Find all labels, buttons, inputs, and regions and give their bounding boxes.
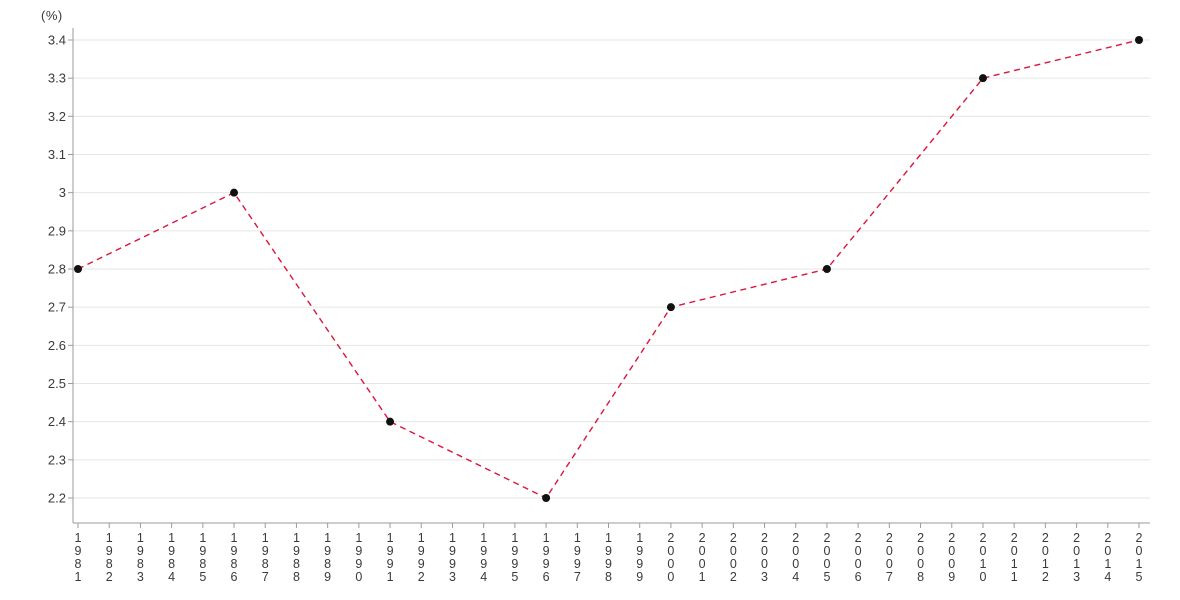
data-point-marker (230, 188, 239, 197)
y-tick-label: 3.3 (48, 71, 66, 86)
y-tick-label: 3.4 (48, 33, 66, 48)
y-tick-label: 2.7 (48, 300, 66, 315)
y-tick-label: 3.1 (48, 147, 66, 162)
data-point-marker (386, 417, 395, 426)
y-tick-label: 2.2 (48, 491, 66, 506)
y-tick-label: 3 (59, 185, 66, 200)
y-tick-label: 2.8 (48, 262, 66, 277)
data-point-marker (542, 494, 551, 502)
data-point-marker (74, 265, 82, 273)
y-tick-label: 2.9 (48, 223, 66, 238)
data-point-marker (978, 74, 987, 83)
y-tick-label: 2.4 (48, 414, 66, 429)
data-point-marker (1135, 36, 1143, 44)
data-point-marker (666, 303, 675, 312)
series-line (77, 39, 1140, 499)
y-axis-unit-label: (%) (41, 8, 63, 23)
y-tick-label: 3.2 (48, 109, 66, 124)
y-tick-label: 2.6 (48, 338, 66, 353)
data-point-marker (822, 265, 831, 273)
y-tick-label: 2.3 (48, 452, 66, 467)
y-tick-label: 2.5 (48, 376, 66, 391)
